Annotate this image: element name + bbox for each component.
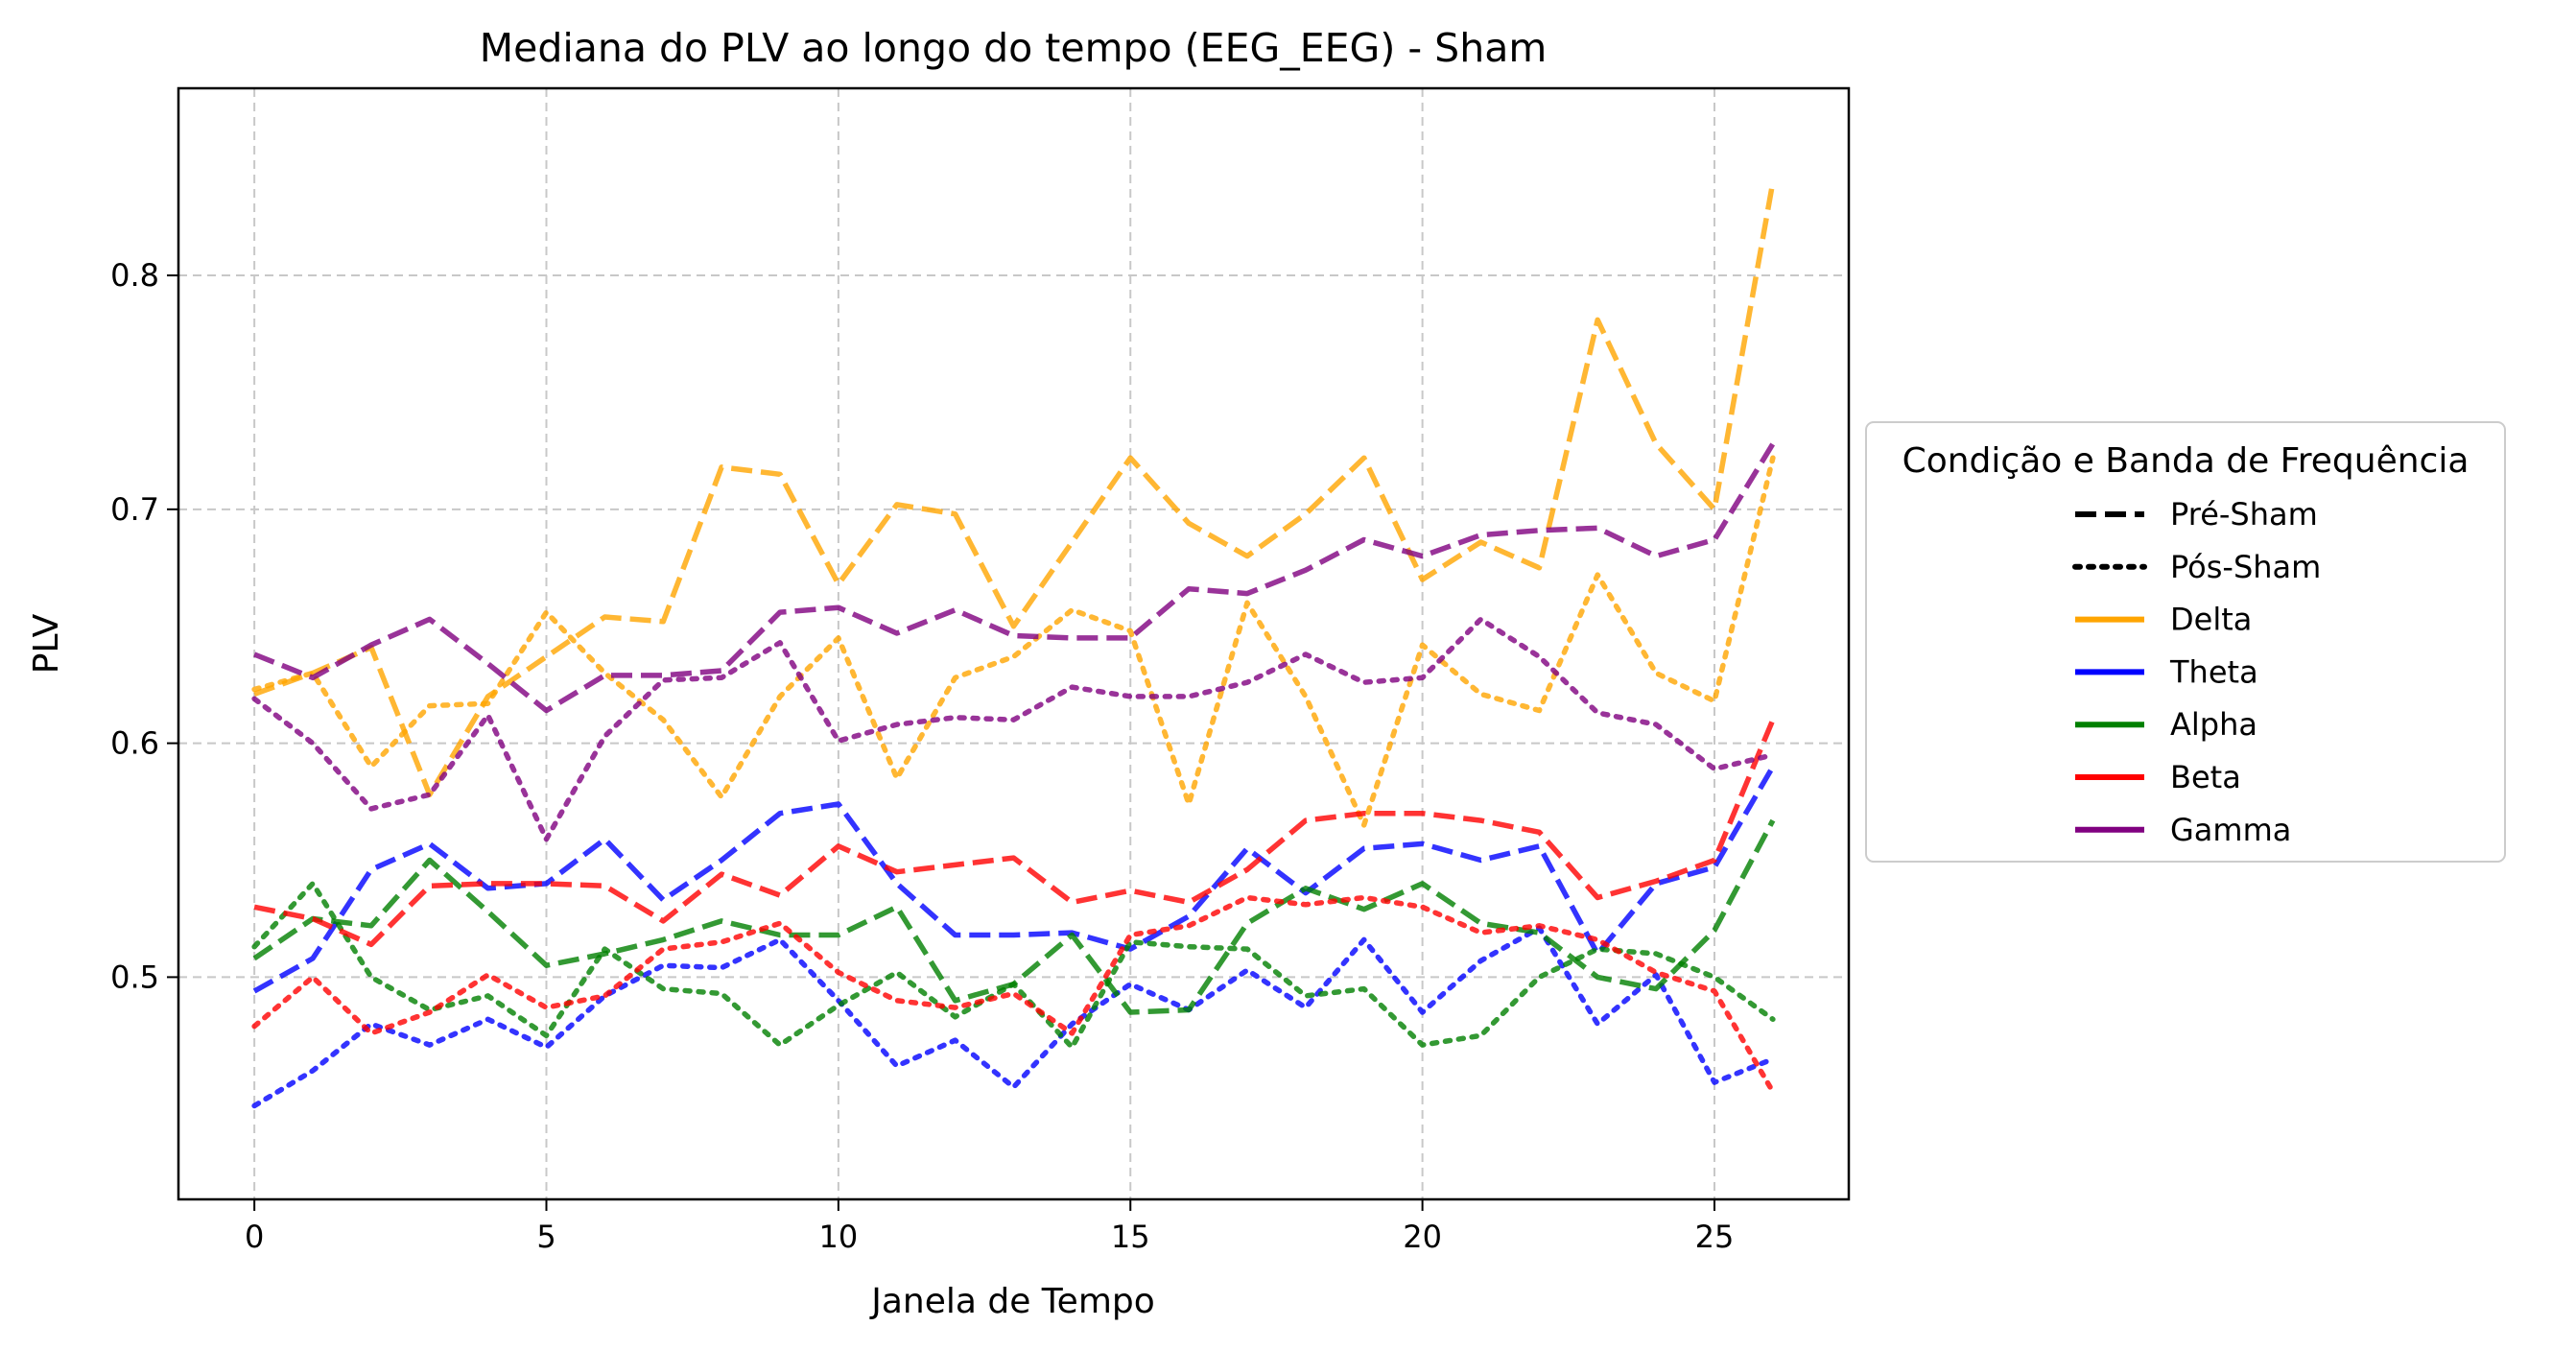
legend-label: Delta [2170, 602, 2252, 638]
series-line-gamma-post [251, 616, 1776, 842]
x-tick-label: 25 [1695, 1219, 1735, 1255]
legend: Condição e Banda de Frequência Pré-ShamP… [1865, 421, 2506, 863]
y-tick-label: 0.7 [110, 491, 159, 528]
y-tick-label: 0.5 [110, 959, 159, 995]
legend-box [1865, 421, 2506, 863]
legend-label: Alpha [2170, 706, 2257, 743]
y-axis-ticks: 0.5 0.6 0.7 0.8 [110, 257, 178, 995]
series-line-alpha-post [251, 881, 1776, 1051]
series-line-beta-pre [253, 719, 1776, 948]
x-tick-label: 10 [819, 1219, 859, 1255]
series-line-delta-post [251, 455, 1776, 828]
x-tick-label: 0 [245, 1219, 264, 1255]
series-line-theta-post [251, 925, 1776, 1109]
legend-label: Pré-Sham [2170, 496, 2318, 533]
series-line-theta-pre [252, 765, 1776, 994]
y-tick-label: 0.6 [110, 725, 159, 762]
series-lines [251, 181, 1776, 1109]
legend-title: Condição e Banda de Frequência [1902, 441, 2470, 481]
legend-label: Pós-Sham [2170, 549, 2321, 585]
legend-label: Gamma [2170, 812, 2291, 848]
legend-label: Theta [2169, 653, 2258, 690]
chart-title: Mediana do PLV ao longo do tempo (EEG_EE… [480, 25, 1548, 71]
legend-items: Pré-Sham Pós-Sham Delta Theta Alpha Beta Gamma [2072, 496, 2321, 848]
series-line-gamma-pre [253, 442, 1776, 714]
series-line-beta-post [251, 894, 1776, 1095]
x-tick-label: 20 [1403, 1219, 1442, 1255]
y-tick-label: 0.8 [110, 257, 159, 294]
legend-label: Beta [2170, 759, 2241, 795]
plot-frame [177, 86, 1851, 1201]
y-axis-title: PLV [27, 613, 66, 674]
x-tick-label: 5 [536, 1219, 555, 1255]
x-axis-title: Janela de Tempo [869, 1282, 1155, 1321]
x-tick-label: 15 [1111, 1219, 1150, 1255]
x-axis-ticks: 0 5 10 15 20 25 [245, 1199, 1734, 1255]
series-line-delta-pre [253, 181, 1776, 797]
